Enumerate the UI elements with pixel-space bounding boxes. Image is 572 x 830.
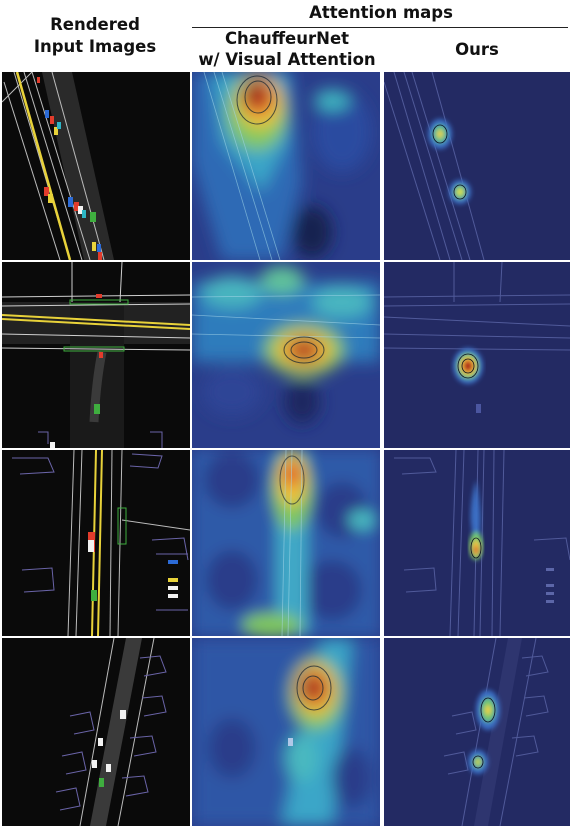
- input-image-row4: [2, 638, 190, 826]
- ours-attention-row1: [384, 72, 570, 260]
- attention-maps-group-header: Attention maps: [309, 3, 453, 22]
- chauffeurnet-attention-row2: [192, 262, 380, 448]
- chauffeurnet-attention-row1: [192, 72, 380, 260]
- header-col1-line2: Input Images: [33, 37, 157, 56]
- input-image-row3: [2, 450, 190, 636]
- input-image-row1: [2, 72, 190, 260]
- header-col2-line1: ChauffeurNet: [224, 29, 350, 48]
- header-col1-line1: Rendered: [50, 15, 140, 34]
- chauffeurnet-attention-row3: [192, 450, 380, 636]
- header-col2-line2: w/ Visual Attention: [198, 50, 376, 69]
- ours-attention-row3: [384, 450, 570, 636]
- column-header-rendered-input: Rendered Input Images: [0, 14, 190, 58]
- ours-attention-row2: [384, 262, 570, 448]
- input-image-row2: [2, 262, 190, 448]
- column-header-ours: Ours: [455, 40, 499, 59]
- column-header-chauffeurnet: ChauffeurNet w/ Visual Attention: [192, 28, 382, 70]
- header-divider: [192, 27, 568, 28]
- chauffeurnet-attention-row4: [192, 638, 380, 826]
- ours-attention-row4: [384, 638, 570, 826]
